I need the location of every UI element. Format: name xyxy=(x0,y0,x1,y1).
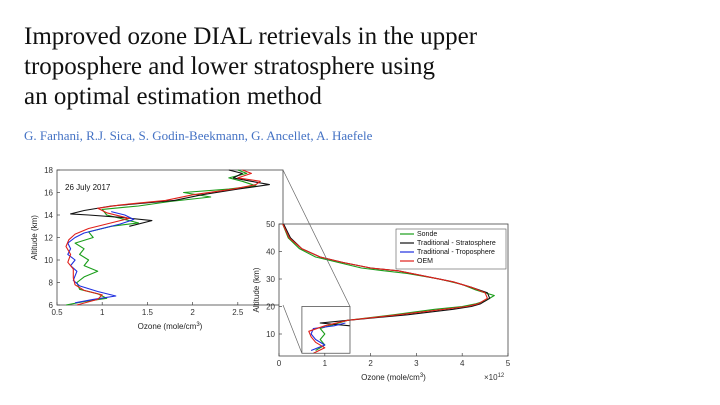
y-tick-label: 40 xyxy=(266,248,275,257)
x-multiplier-label: ×1012 xyxy=(484,373,505,382)
y-tick-label: 12 xyxy=(44,234,53,243)
x-tick-label: 1.5 xyxy=(142,308,154,317)
x-axis-label: Ozone (mole/cm3) xyxy=(138,322,203,331)
y-axis-label: Altitude (km) xyxy=(252,267,261,312)
series-line-traditional-stratosphere xyxy=(70,169,270,227)
x-tick-label: 2 xyxy=(368,359,373,368)
y-axis-label: Altitude (km) xyxy=(30,215,39,260)
zoom-connector-top xyxy=(282,169,351,307)
legend-label-oem: OEM xyxy=(417,258,433,265)
x-tick-label: 1 xyxy=(100,308,105,317)
zoom-box xyxy=(301,306,351,354)
y-tick-label: 14 xyxy=(44,211,53,220)
x-tick-label: 0.5 xyxy=(51,308,63,317)
legend-box xyxy=(395,228,507,270)
title-line-1: Improved ozone DIAL retrievals in the up… xyxy=(24,23,478,50)
y-tick-label: 10 xyxy=(44,256,53,265)
legend-label-traditional-stratosphere: Traditional - Stratosphere xyxy=(417,240,496,247)
y-tick-label: 16 xyxy=(44,189,53,198)
x-tick-label: 3 xyxy=(414,359,419,368)
series-line-sonde xyxy=(282,223,495,351)
series-line-traditional-troposphere xyxy=(310,322,346,352)
x-tick-label: 5 xyxy=(506,359,511,368)
title-line-2: troposphere and lower stratosphere using xyxy=(24,53,435,80)
series-line-oem xyxy=(282,223,488,354)
zoom-connector-bottom xyxy=(282,304,303,354)
x-tick-label: 4 xyxy=(460,359,465,368)
y-tick-label: 8 xyxy=(49,279,54,288)
x-tick-label: 2 xyxy=(190,308,195,317)
chart-2: 0 1 2 3 4 5 10 20 30 40 50 Ozone (mole/cm3) Altitude… xyxy=(252,220,511,382)
plot-frame xyxy=(56,169,284,306)
legend-label-traditional-troposphere: Traditional - Troposphere xyxy=(417,249,495,256)
y-tick-label: 18 xyxy=(44,166,53,175)
chart-1: 0.5 1 1.5 2 2.5 6 8 10 12 14 16 18 Ozone (mole/cm3) A… xyxy=(30,166,284,331)
y-tick-label: 30 xyxy=(266,275,275,284)
y-tick-label: 6 xyxy=(49,301,54,310)
slide-title: Improved ozone DIAL retrievals in the up… xyxy=(24,22,664,112)
authors-line: G. Farhani, R.J. Sica, S. Godin-Beekmann… xyxy=(24,128,373,143)
series-line-oem xyxy=(65,169,261,306)
x-tick-label: 2.5 xyxy=(232,308,244,317)
x-tick-label: 0 xyxy=(277,359,282,368)
y-tick-label: 10 xyxy=(266,330,275,339)
y-tick-label: 20 xyxy=(266,303,275,312)
title-line-3: an optimal estimation method xyxy=(24,83,322,110)
x-tick-label: 1 xyxy=(323,359,328,368)
legend-label-sonde: Sonde xyxy=(417,231,437,238)
y-tick-label: 50 xyxy=(266,220,275,229)
x-axis-label: Ozone (mole/cm3) xyxy=(361,373,426,382)
date-annotation: 26 July 2017 xyxy=(65,183,111,192)
series-line-traditional-troposphere xyxy=(67,211,135,304)
